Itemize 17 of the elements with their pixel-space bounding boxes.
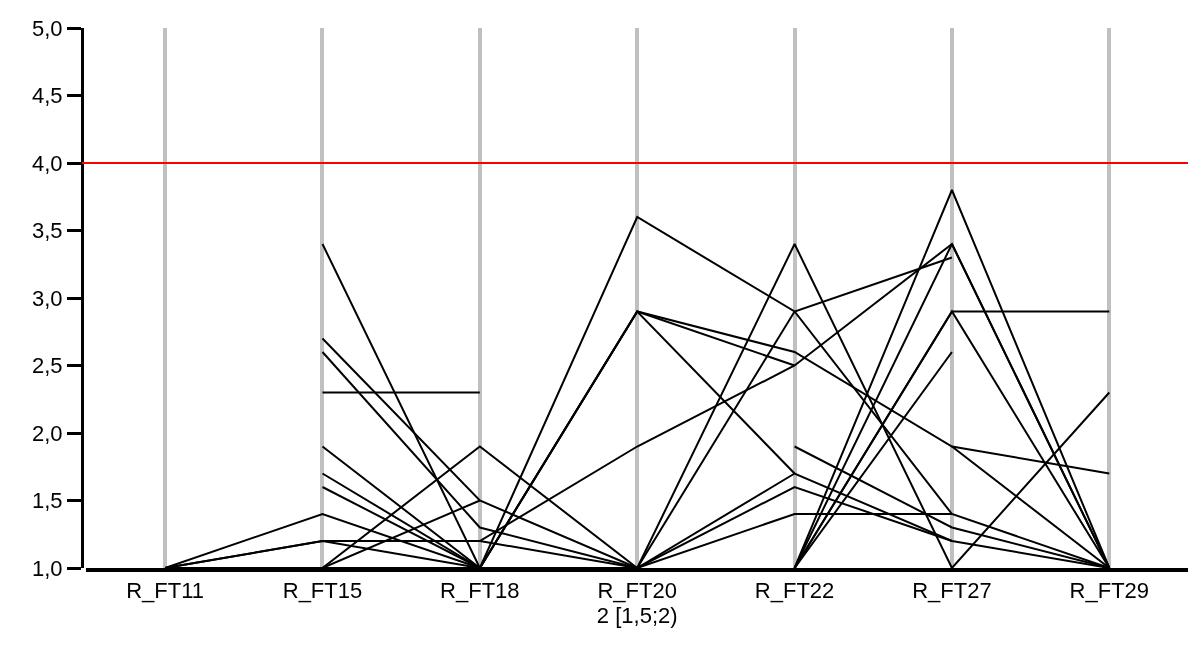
y-tick-label: 2,5 <box>32 353 63 379</box>
x-tick-label: R_FT29 <box>1069 578 1150 604</box>
x-tick-label: R_FT11 <box>126 578 205 604</box>
y-tick-label: 1,0 <box>32 555 63 581</box>
y-tick-label: 4,5 <box>32 83 63 109</box>
x-tick-label: R_FT15 <box>282 578 363 604</box>
y-tick-label: 4,0 <box>32 150 63 176</box>
x-tick-label: R_FT20 <box>597 578 677 604</box>
x-axis-title: 2 [1,5;2) <box>596 603 678 629</box>
y-tick-label: 3,0 <box>32 285 63 311</box>
y-tick-label: 3,5 <box>32 218 63 244</box>
x-tick-label: R_FT22 <box>754 578 835 604</box>
x-tick-label: R_FT18 <box>440 578 520 604</box>
y-tick-label: 5,0 <box>32 15 63 41</box>
y-tick-label: 1,5 <box>32 488 63 514</box>
y-tick-label: 2,0 <box>32 420 63 446</box>
x-tick-label: R_FT27 <box>912 578 992 604</box>
